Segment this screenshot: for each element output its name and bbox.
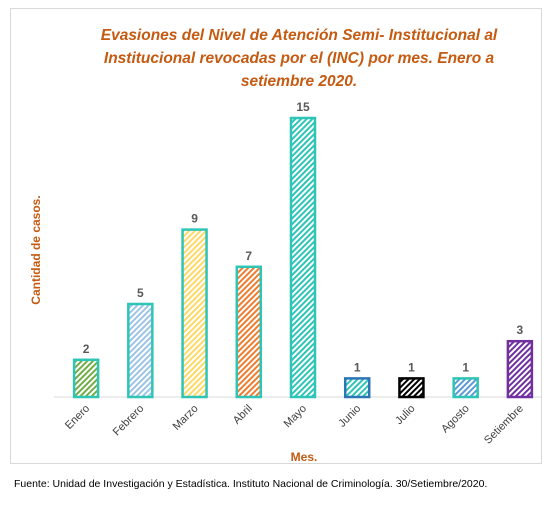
bar-enero [72, 358, 100, 399]
chart-title: Evasiones del Nivel de Atención Semi- In… [100, 27, 498, 90]
x-tick-label-setiembre: Setiembre [482, 403, 526, 447]
x-tick-label-enero: Enero [63, 403, 92, 432]
data-label-marzo: 9 [191, 212, 198, 226]
x-tick-label-junio: Junio [336, 403, 363, 430]
bar-julio [398, 377, 425, 399]
bar-setiembre [506, 339, 534, 399]
data-label-agosto: 1 [462, 360, 469, 374]
bar-marzo [181, 228, 208, 399]
x-tick-label-febrero: Febrero [111, 403, 147, 439]
x-tick-label-marzo: Marzo [171, 403, 201, 433]
data-label-abril: 7 [245, 249, 252, 263]
bar-junio [343, 377, 371, 399]
data-label-julio: 1 [408, 360, 415, 374]
bar-abril [235, 265, 263, 399]
x-tick-label-agosto: Agosto [439, 403, 472, 436]
data-label-setiembre: 3 [517, 323, 524, 337]
data-label-mayo: 15 [296, 100, 310, 114]
x-tick-label-julio: Julio [393, 403, 417, 427]
x-tick-label-mayo: Mayo [282, 403, 310, 431]
bar-agosto [452, 377, 479, 399]
x-axis-title: Mes. [290, 450, 318, 464]
data-label-febrero: 5 [137, 286, 144, 300]
source-note: Fuente: Unidad de Investigación y Estadí… [14, 478, 488, 490]
bar-mayo [289, 116, 317, 399]
x-tick-label-abril: Abril [231, 403, 255, 427]
data-label-junio: 1 [354, 360, 361, 374]
data-label-enero: 2 [83, 342, 90, 356]
bar-febrero [127, 302, 154, 399]
